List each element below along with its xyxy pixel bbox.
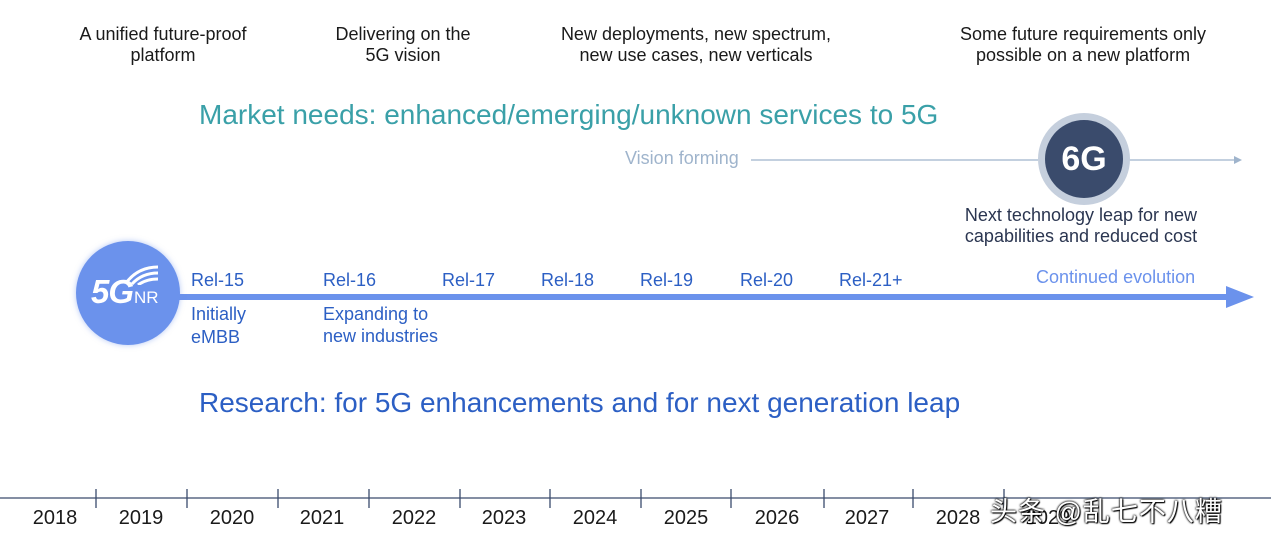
year-label: 2027 <box>844 507 890 529</box>
fiveg-logo-text: 5GNR <box>91 273 159 311</box>
year-label: 2029 <box>1025 507 1071 529</box>
release-note-line: new industries <box>323 326 439 346</box>
vision-arrow <box>751 156 1242 164</box>
top-column-line: 5G vision <box>365 45 441 65</box>
release-note-rel15: Initially eMBB <box>191 303 246 349</box>
evolution-arrow <box>176 286 1254 308</box>
top-column-line: new use cases, new verticals <box>579 45 813 65</box>
release-label: Rel-15 <box>191 270 245 290</box>
year-label: 2028 <box>935 507 981 529</box>
release-note-line: Initially <box>191 304 247 324</box>
release-label: Rel-17 <box>442 270 496 290</box>
continued-evolution-label: Continued evolution <box>1036 267 1196 287</box>
sixg-description-line: capabilities and reduced cost <box>964 226 1198 246</box>
top-column-line: New deployments, new spectrum, <box>560 24 832 44</box>
sixg-description-line: Next technology leap for new <box>964 205 1198 225</box>
research-title: Research: for 5G enhancements and for ne… <box>199 387 961 418</box>
release-note-rel16: Expanding to new industries <box>323 303 438 347</box>
release-label: Rel-19 <box>640 270 694 290</box>
year-label: 2023 <box>481 507 527 529</box>
year-label: 2020 <box>209 507 255 529</box>
release-note-line: eMBB <box>191 327 241 347</box>
top-column-delivering: Delivering on the 5G vision <box>313 24 493 66</box>
sixg-description: Next technology leap for new capabilitie… <box>940 205 1222 247</box>
year-label: 2021 <box>299 507 345 529</box>
top-column-future-requirements: Some future requirements only possible o… <box>940 24 1226 66</box>
top-column-line: A unified future-proof <box>79 24 247 44</box>
top-column-deployments: New deployments, new spectrum, new use c… <box>541 24 851 66</box>
year-label: 2018 <box>32 507 78 529</box>
release-label: Rel-18 <box>541 270 595 290</box>
signal-waves-icon <box>124 265 159 285</box>
top-column-line: platform <box>130 45 196 65</box>
year-label: 2025 <box>663 507 709 529</box>
sixg-badge: 6G <box>1038 113 1130 205</box>
year-label: 2024 <box>572 507 618 529</box>
watermark: 头条 @乱七不八糟 <box>990 497 1223 527</box>
fiveg-nr-logo: 5GNR <box>76 241 180 345</box>
market-needs-title: Market needs: enhanced/emerging/unknown … <box>199 99 939 130</box>
sixg-label: 6G <box>1045 120 1123 198</box>
year-label: 2019 <box>118 507 164 529</box>
top-column-line: possible on a new platform <box>975 45 1191 65</box>
fiveg-logo-suffix: NR <box>134 288 159 307</box>
top-column-line: Delivering on the <box>335 24 471 44</box>
year-label: 2026 <box>754 507 800 529</box>
release-note-line: Expanding to <box>323 304 429 324</box>
top-column-unified: A unified future-proof platform <box>58 24 268 66</box>
year-label: 2022 <box>391 507 437 529</box>
top-column-line: Some future requirements only <box>959 24 1207 44</box>
vision-forming-label: Vision forming <box>625 148 739 168</box>
release-label: Rel-21+ <box>839 270 903 290</box>
release-label: Rel-20 <box>740 270 794 290</box>
fiveg-logo-main: 5G <box>91 273 134 310</box>
release-label: Rel-16 <box>323 270 377 290</box>
timeline-axis <box>0 489 1271 508</box>
